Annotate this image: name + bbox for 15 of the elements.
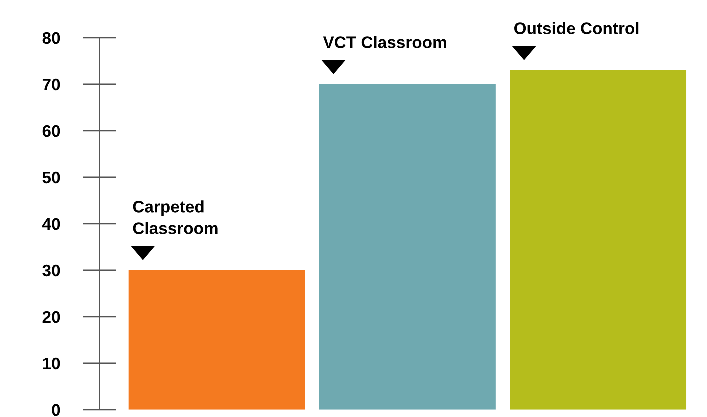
bar [128,270,306,410]
y-tick-label: 40 [42,218,60,230]
y-tick-label: 70 [42,78,60,91]
y-tick-label: 10 [43,358,60,370]
y-tick-label: 0 [52,404,60,416]
y-tick-label: 20 [42,311,60,324]
y-tick-label: 50 [42,172,60,184]
y-tick-label: 30 [42,264,60,277]
x-tick-label: VCT Classroom [323,36,446,48]
x-tick-label: Carpeted Classroom [133,200,218,234]
bar [319,84,496,410]
bar [510,70,687,410]
y-tick-label: 60 [42,125,60,138]
y-tick-label: 80 [42,32,60,44]
x-tick-label: Outside Control [514,22,639,34]
